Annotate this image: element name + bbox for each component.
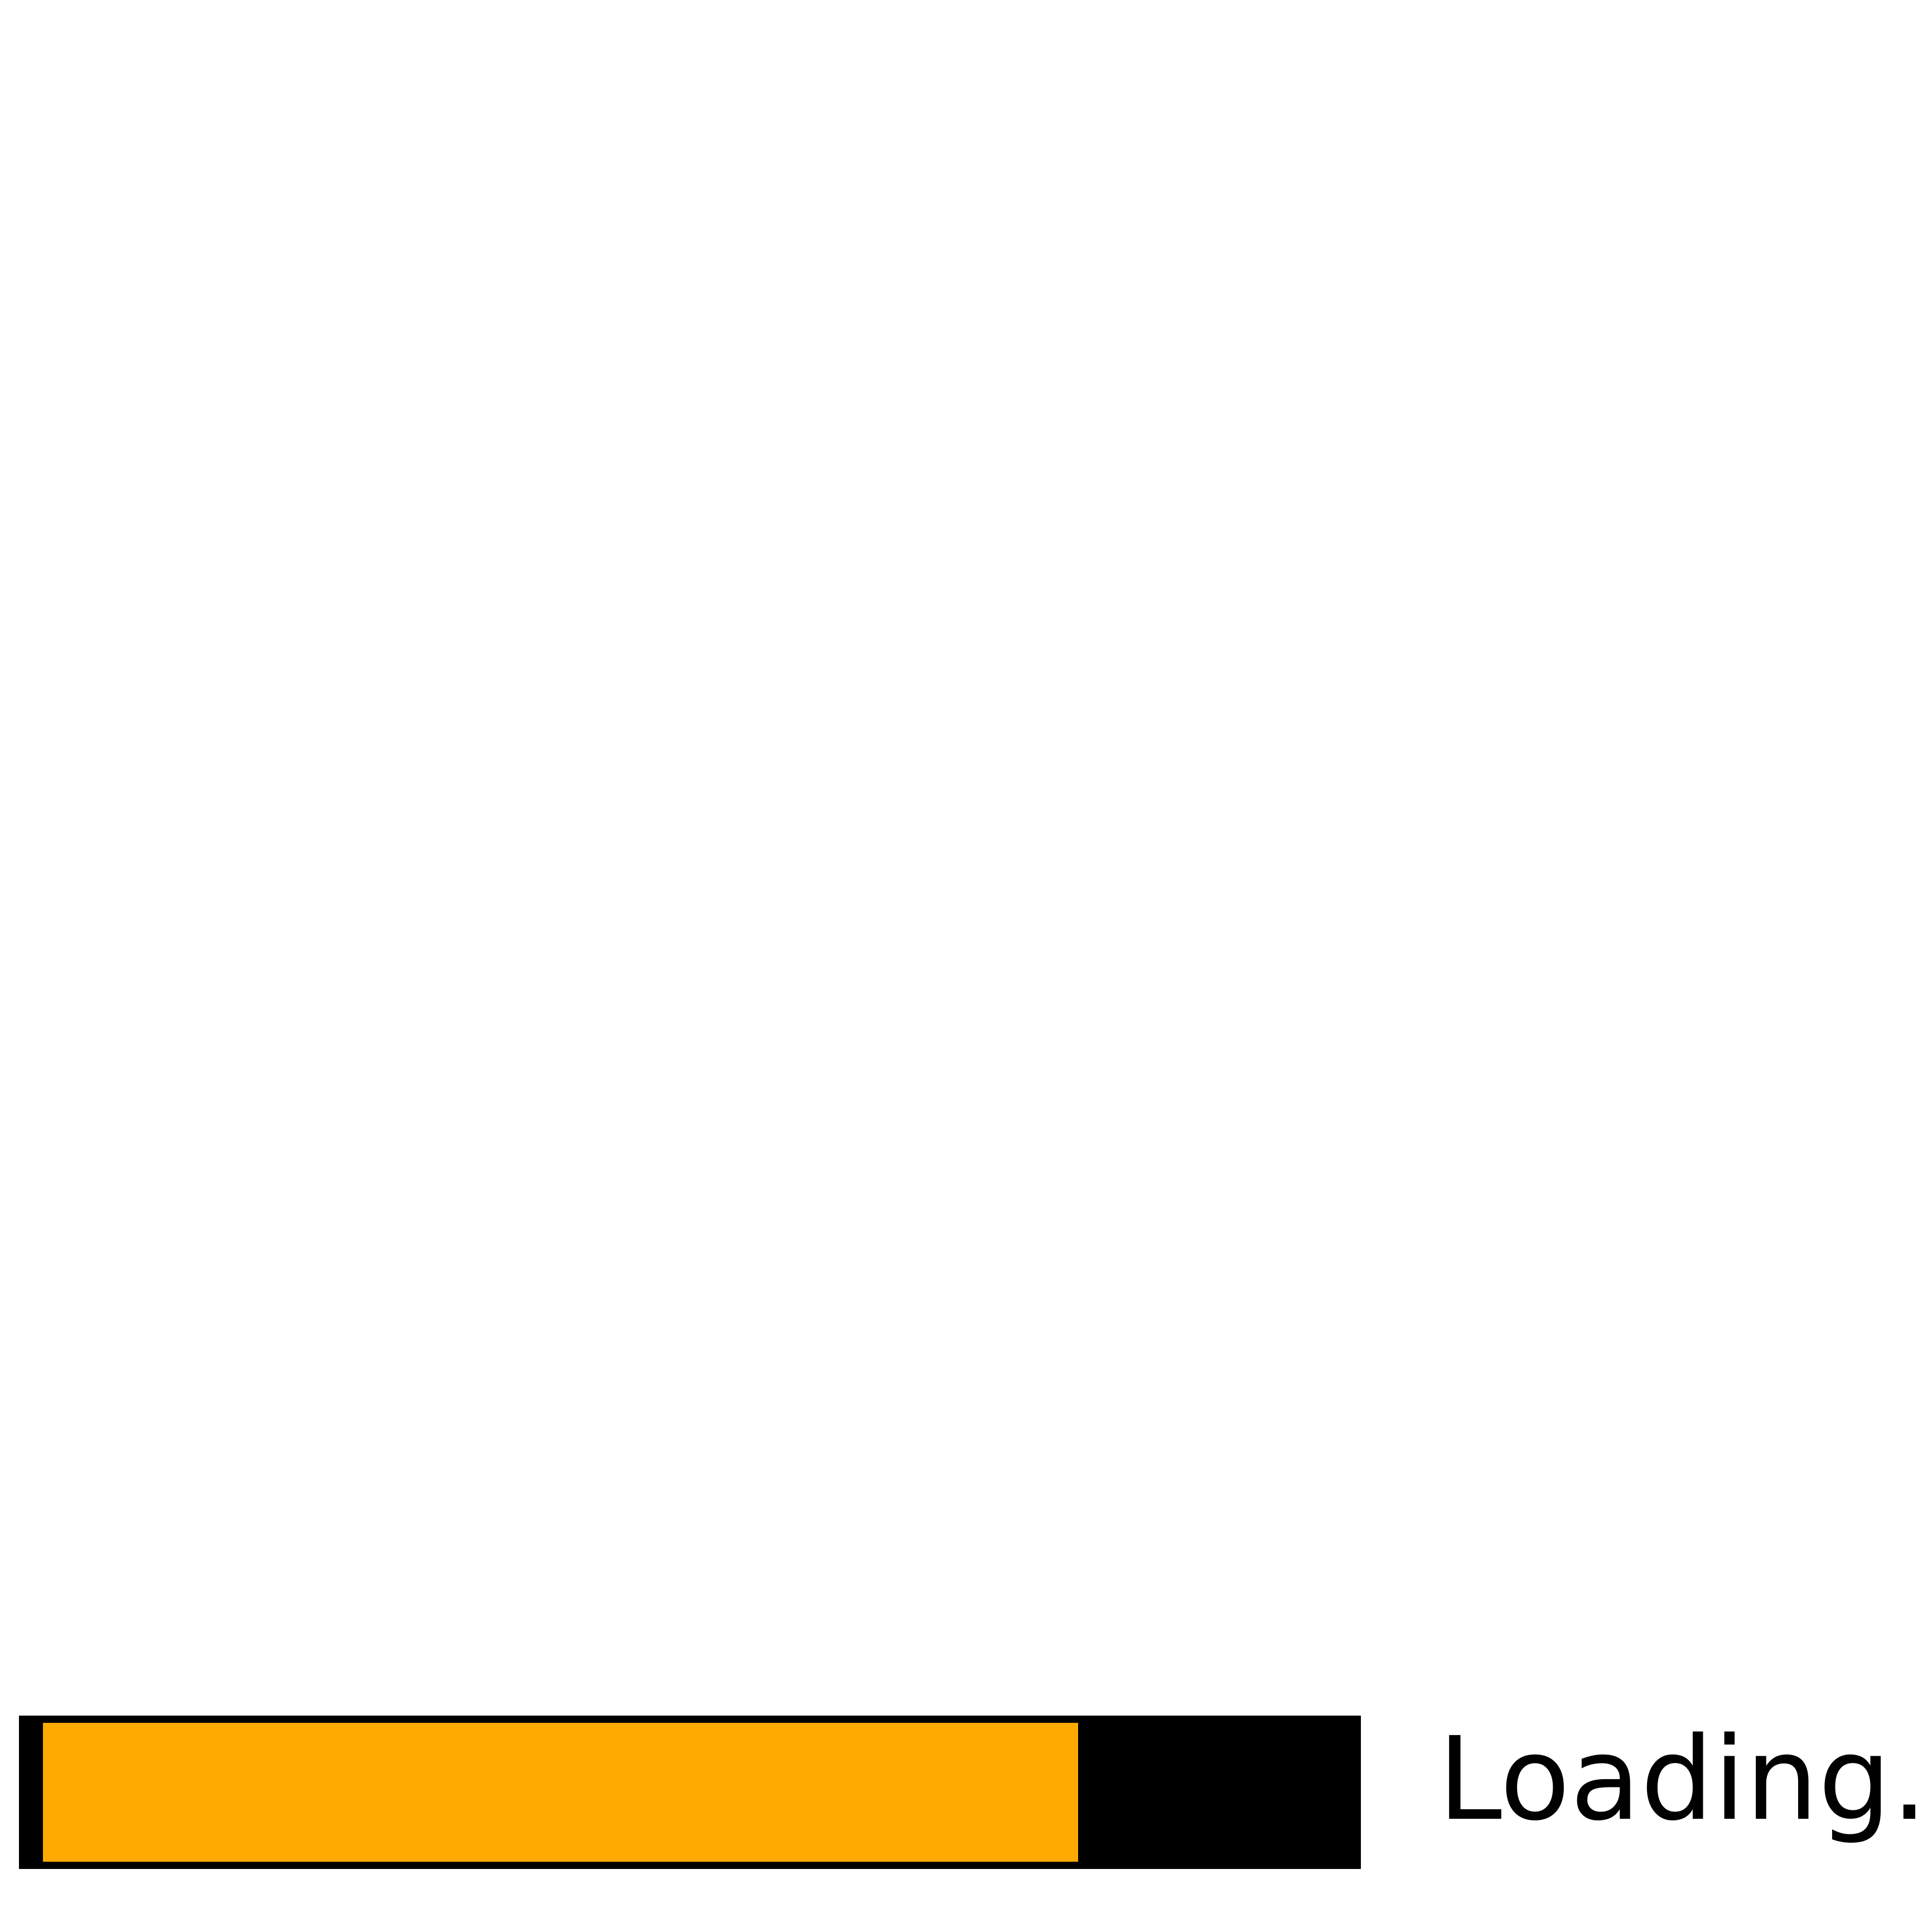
- progress-bar-fill: [43, 1723, 1078, 1862]
- progress-bar-track: [19, 1716, 1361, 1869]
- loading-label: Loading...: [1438, 1712, 1932, 1846]
